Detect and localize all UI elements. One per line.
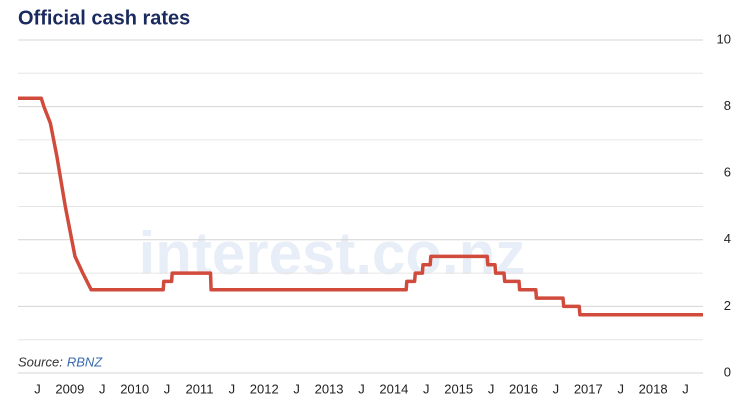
x-tick-label: J: [164, 381, 171, 396]
y-tick-label: 8: [724, 98, 731, 113]
x-tick-label: 2010: [120, 381, 149, 396]
x-tick-label: 2012: [250, 381, 279, 396]
x-tick-label: 2014: [379, 381, 408, 396]
x-tick-label: J: [617, 381, 624, 396]
x-tick-label: 2013: [315, 381, 344, 396]
source: RBNZ: [67, 354, 103, 369]
y-tick-label: 10: [717, 31, 731, 46]
y-tick-label: 2: [724, 298, 731, 313]
x-tick-label: J: [358, 381, 365, 396]
y-tick-label: 6: [724, 165, 731, 180]
x-tick-label: 2011: [185, 381, 213, 396]
x-tick-label: J: [229, 381, 236, 396]
line: [18, 96, 703, 317]
x-tick-label: 2015: [444, 381, 473, 396]
y-tick-label: 0: [724, 364, 731, 379]
x-tick-label: J: [423, 381, 430, 396]
x-tick-label: J: [99, 381, 106, 396]
watermark: interest.co.nz: [139, 220, 526, 287]
x-tick-label: J: [293, 381, 300, 396]
x-tick-label: 2009: [55, 381, 84, 396]
x-tick-label: J: [682, 381, 689, 396]
x-tick-label: J: [488, 381, 495, 396]
x-tick-label: 2018: [639, 381, 668, 396]
source-label: Source:: [18, 354, 63, 369]
x-tick-label: J: [34, 381, 41, 396]
x-tick-label: 2016: [509, 381, 538, 396]
chart-title: Official cash rates: [18, 7, 190, 29]
x-tick-label: 2017: [574, 381, 603, 396]
y-tick-label: 4: [724, 231, 731, 246]
x-tick-label: J: [553, 381, 560, 396]
